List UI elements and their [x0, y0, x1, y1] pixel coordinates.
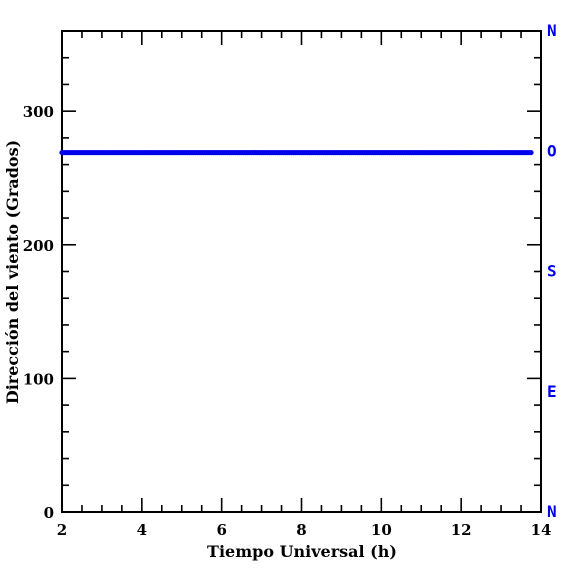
compass-label-e: E	[547, 382, 557, 401]
compass-label-n: N	[547, 21, 557, 40]
y-axis-title: Dirección del viento (Grados)	[3, 140, 22, 404]
y-tick-label: 0	[44, 504, 54, 522]
compass-label-s: S	[547, 262, 557, 281]
x-tick-label: 12	[451, 521, 472, 539]
compass-labels: N E S O N	[547, 21, 557, 521]
x-tick-label: 2	[57, 521, 67, 539]
data-series	[59, 149, 534, 156]
x-tick-label: 10	[371, 521, 392, 539]
x-tick-label: 14	[531, 521, 552, 539]
compass-label-o: O	[547, 141, 557, 160]
y-tick-labels: 0 100 200 300	[23, 103, 54, 522]
data-point	[528, 149, 534, 156]
x-tick-label: 6	[216, 521, 226, 539]
y-tick-label: 200	[23, 237, 54, 255]
compass-label-n: N	[547, 502, 557, 521]
x-axis-title: Tiempo Universal (h)	[207, 542, 397, 561]
x-tick-labels: 2 4 6 8 10 12 14	[57, 521, 552, 539]
plot-frame	[61, 30, 542, 513]
minor-ticks	[62, 30, 541, 512]
major-ticks	[61, 31, 542, 513]
x-tick-label: 8	[296, 521, 306, 539]
y-tick-label: 100	[23, 370, 54, 388]
y-tick-label: 300	[23, 103, 54, 121]
x-tick-label: 4	[137, 521, 147, 539]
